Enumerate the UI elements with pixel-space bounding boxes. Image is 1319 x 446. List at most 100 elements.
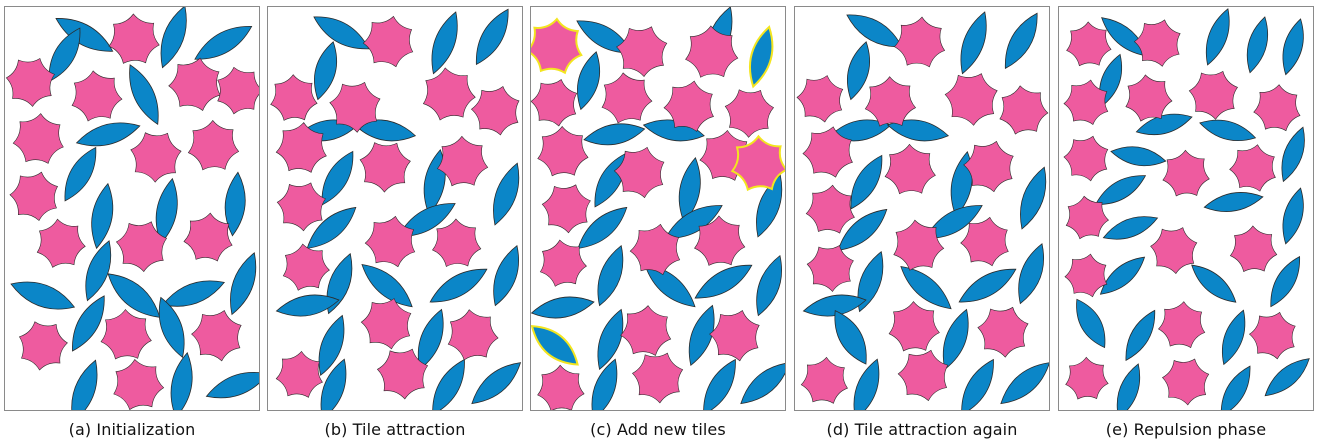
- leaf-tile-icon: [1099, 256, 1146, 295]
- flower-tile-icon: [539, 239, 587, 287]
- flower-tile-icon: [5, 57, 55, 107]
- flower-tile-icon: [470, 86, 520, 136]
- leaf-tile-icon: [230, 252, 257, 316]
- leaf-tile-icon: [960, 11, 987, 75]
- flower-tile-icon: [1253, 84, 1301, 132]
- flower-tile-icon: [1064, 253, 1108, 298]
- leaf-tile-icon: [1000, 362, 1049, 405]
- leaf-tile-icon: [205, 372, 259, 399]
- leaf-tile-icon: [321, 150, 354, 206]
- flower-tile-icon: [275, 350, 323, 398]
- flower-tile-icon: [9, 171, 59, 222]
- leaf-tile-icon: [1116, 363, 1141, 410]
- flower-tile-icon: [447, 309, 499, 361]
- flower-tile-icon: [632, 352, 684, 404]
- flower-tile-icon: [282, 243, 330, 291]
- flower-tile-icon: [115, 221, 168, 273]
- leaf-tile-icon: [694, 264, 753, 299]
- flower-tile-icon: [694, 215, 746, 266]
- leaf-tile-icon: [194, 26, 253, 60]
- leaf-tile-icon: [577, 51, 601, 111]
- flower-tile-icon: [963, 140, 1014, 193]
- leaf-tile-icon: [591, 358, 618, 410]
- leaf-tile-icon: [756, 254, 783, 317]
- panel-tile-attraction-again: [794, 6, 1050, 411]
- leaf-tile-icon: [853, 358, 880, 410]
- leaf-tile-icon: [1281, 126, 1305, 183]
- flower-tile-icon: [806, 245, 854, 292]
- panel-initialization-canvas: [5, 7, 259, 410]
- leaf-tile-icon: [72, 295, 105, 352]
- leaf-tile-icon: [1199, 119, 1257, 141]
- leaf-tile-icon: [158, 296, 185, 359]
- leaf-tile-icon: [1203, 192, 1264, 212]
- leaf-tile-icon: [749, 25, 774, 89]
- flower-tile-icon: [276, 182, 326, 232]
- panel-tile-attraction-canvas: [270, 8, 522, 410]
- leaf-tile-icon: [961, 358, 994, 410]
- leaf-tile-icon: [1282, 187, 1304, 245]
- leaf-tile-icon: [597, 245, 624, 307]
- leaf-tile-icon: [900, 266, 952, 310]
- flower-tile-icon: [537, 125, 589, 177]
- leaf-tile-icon: [170, 352, 193, 410]
- leaf-tile-icon: [493, 162, 520, 226]
- flower-tile-icon: [884, 143, 936, 195]
- flower-tile-icon: [796, 75, 844, 123]
- leaf-tile-icon: [1018, 243, 1045, 305]
- leaf-tile-icon: [397, 203, 456, 237]
- flower-tile-icon: [537, 364, 585, 410]
- flower-tile-icon: [362, 15, 414, 68]
- leaf-tile-icon: [431, 11, 458, 75]
- leaf-tile-icon: [1205, 8, 1230, 66]
- flower-tile-icon: [71, 70, 123, 122]
- flower-tile-icon: [730, 134, 785, 192]
- leaf-tile-icon: [10, 281, 76, 310]
- leaf-tile-icon: [664, 205, 723, 239]
- flower-tile-icon: [1229, 144, 1276, 192]
- flower-tile-icon: [709, 310, 760, 362]
- panel-tile-attraction: [267, 6, 523, 411]
- flower-tile-icon: [960, 216, 1009, 267]
- leaf-tile-icon: [531, 325, 579, 366]
- leaf-tile-icon: [160, 7, 187, 69]
- flower-tile-icon: [531, 79, 578, 127]
- caption-tile-attraction-again: (d) Tile attraction again: [826, 420, 1018, 439]
- panel-repulsion-phase-canvas: [1063, 8, 1310, 410]
- flower-tile-icon: [376, 348, 429, 400]
- flower-tile-icon: [359, 142, 411, 193]
- leaf-tile-icon: [91, 182, 114, 250]
- leaf-tile-icon: [1004, 12, 1038, 70]
- leaf-tile-icon: [1020, 166, 1047, 230]
- leaf-tile-icon: [1246, 16, 1268, 74]
- flower-tile-icon: [1150, 227, 1198, 275]
- leaf-tile-icon: [429, 268, 488, 303]
- flower-tile-icon: [108, 13, 160, 64]
- leaf-tile-icon: [1094, 175, 1147, 205]
- flower-tile-icon: [1162, 149, 1210, 197]
- caption-repulsion-phase: (e) Repulsion phase: [1105, 420, 1267, 439]
- flower-tile-icon: [1065, 356, 1109, 400]
- leaf-tile-icon: [318, 314, 345, 376]
- flower-tile-icon: [329, 81, 381, 133]
- flower-tile-icon: [616, 26, 668, 78]
- leaf-tile-icon: [847, 41, 870, 101]
- leaf-tile-icon: [887, 119, 950, 142]
- flower-tile-icon: [100, 309, 152, 360]
- leaf-tile-icon: [306, 206, 357, 249]
- flower-tile-icon: [12, 113, 64, 164]
- caption-initialization: (a) Initialization: [68, 420, 196, 439]
- flower-tile-icon: [360, 298, 412, 350]
- leaf-tile-icon: [313, 16, 370, 50]
- flower-tile-icon: [1162, 358, 1210, 406]
- leaf-tile-icon: [275, 294, 340, 317]
- leaf-tile-icon: [224, 171, 246, 237]
- flower-tile-icon: [1188, 70, 1238, 120]
- leaf-tile-icon: [471, 362, 522, 405]
- flower-tile-icon: [364, 215, 416, 268]
- flower-tile-icon: [541, 184, 591, 234]
- flower-tile-icon: [805, 184, 855, 234]
- leaf-tile-icon: [1102, 216, 1159, 240]
- leaf-tile-icon: [531, 296, 595, 319]
- flower-tile-icon: [999, 85, 1049, 135]
